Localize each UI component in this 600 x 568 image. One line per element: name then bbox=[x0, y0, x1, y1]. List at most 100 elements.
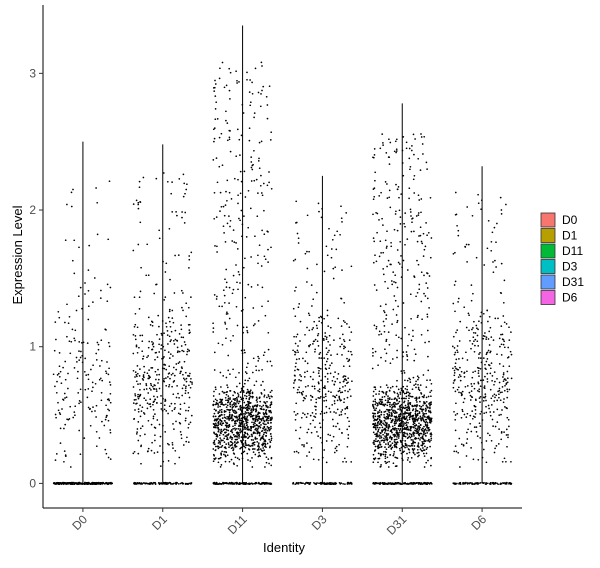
point bbox=[106, 398, 109, 401]
point bbox=[175, 211, 177, 213]
point bbox=[87, 318, 90, 321]
point bbox=[133, 450, 136, 453]
point bbox=[484, 396, 486, 399]
point bbox=[387, 401, 389, 403]
point bbox=[260, 93, 262, 95]
point bbox=[405, 141, 408, 144]
point bbox=[396, 434, 399, 437]
point bbox=[426, 432, 429, 434]
point bbox=[503, 378, 506, 381]
point bbox=[404, 440, 407, 442]
point bbox=[260, 449, 263, 452]
point bbox=[421, 435, 424, 438]
point bbox=[305, 481, 308, 484]
point bbox=[249, 390, 251, 393]
point bbox=[245, 412, 248, 414]
point bbox=[145, 388, 148, 390]
point bbox=[256, 428, 259, 431]
point bbox=[266, 416, 269, 419]
point bbox=[377, 364, 379, 367]
point bbox=[346, 396, 349, 399]
point bbox=[295, 414, 297, 416]
point bbox=[242, 385, 245, 388]
point bbox=[186, 482, 188, 485]
point bbox=[234, 424, 236, 427]
point bbox=[348, 359, 350, 362]
point bbox=[418, 405, 421, 407]
point bbox=[421, 437, 424, 439]
point bbox=[64, 423, 67, 426]
point bbox=[408, 418, 411, 421]
point bbox=[341, 269, 343, 271]
point bbox=[302, 390, 304, 393]
point bbox=[425, 461, 428, 464]
point bbox=[213, 426, 215, 429]
point bbox=[343, 401, 345, 404]
point bbox=[383, 419, 386, 422]
point bbox=[154, 413, 156, 415]
point bbox=[142, 355, 145, 358]
point bbox=[139, 221, 142, 224]
point bbox=[402, 136, 405, 138]
point bbox=[383, 310, 385, 312]
point bbox=[490, 336, 493, 338]
point bbox=[331, 379, 334, 382]
point bbox=[239, 447, 241, 450]
point bbox=[380, 420, 383, 423]
point bbox=[383, 450, 385, 453]
point bbox=[426, 415, 429, 418]
point bbox=[499, 391, 502, 394]
point bbox=[306, 442, 308, 444]
point bbox=[416, 375, 419, 378]
point bbox=[386, 456, 389, 459]
point bbox=[466, 412, 469, 415]
point bbox=[87, 481, 90, 484]
point bbox=[338, 395, 341, 398]
point bbox=[152, 401, 155, 403]
point bbox=[328, 407, 331, 410]
point bbox=[510, 353, 513, 356]
point bbox=[324, 332, 327, 334]
point bbox=[429, 410, 432, 413]
point bbox=[372, 355, 374, 357]
point bbox=[413, 445, 416, 447]
point bbox=[468, 482, 471, 485]
point bbox=[257, 444, 260, 446]
point bbox=[393, 281, 395, 283]
point bbox=[372, 415, 375, 418]
point bbox=[263, 401, 265, 403]
point bbox=[399, 413, 402, 416]
point bbox=[398, 435, 400, 438]
point bbox=[305, 416, 308, 418]
point bbox=[485, 353, 488, 356]
point bbox=[90, 368, 92, 371]
point bbox=[148, 340, 151, 343]
point bbox=[254, 422, 256, 425]
point bbox=[313, 385, 316, 388]
point bbox=[378, 416, 381, 419]
point bbox=[423, 394, 426, 397]
point bbox=[396, 399, 398, 402]
point bbox=[453, 347, 456, 349]
point bbox=[150, 320, 153, 323]
point bbox=[229, 219, 232, 222]
point bbox=[213, 351, 216, 354]
point bbox=[262, 354, 265, 357]
point bbox=[164, 431, 167, 433]
point bbox=[350, 482, 353, 485]
point bbox=[308, 250, 310, 253]
point bbox=[391, 323, 393, 325]
point bbox=[163, 299, 166, 301]
point bbox=[462, 401, 465, 404]
point bbox=[489, 414, 492, 417]
point bbox=[257, 431, 260, 434]
point bbox=[142, 482, 145, 484]
point bbox=[344, 375, 347, 378]
point bbox=[243, 435, 245, 437]
point bbox=[507, 418, 510, 421]
point bbox=[398, 405, 401, 408]
point bbox=[336, 353, 339, 356]
point bbox=[214, 398, 217, 401]
point bbox=[375, 325, 378, 328]
point bbox=[377, 457, 380, 460]
